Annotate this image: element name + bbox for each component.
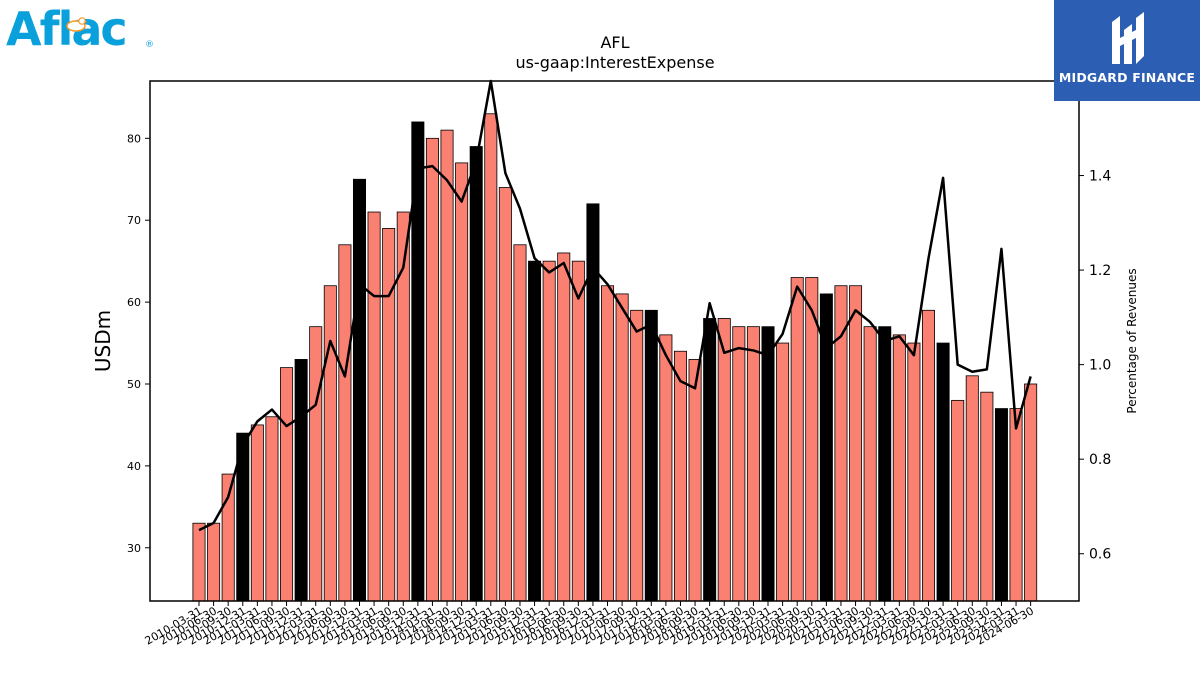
bar-2018-09-30 [688, 359, 702, 602]
y-axis-label: USDm [91, 310, 115, 372]
bar-2010-06-30 [207, 522, 221, 602]
bar-2017-03-31 [601, 285, 615, 602]
bar-2021-06-30 [849, 285, 863, 602]
bar-2015-06-30 [498, 187, 512, 602]
bar-2012-12-31 [352, 178, 366, 602]
midgard-logo-text: MIDGARD FINANCE [1058, 70, 1196, 85]
y-tick-label: 30 [127, 542, 141, 555]
duck-icon [66, 17, 88, 32]
bar-2023-06-30 [965, 375, 979, 602]
bar-2011-06-30 [265, 416, 279, 602]
bar-2015-03-31 [484, 113, 498, 602]
bar-2012-03-31 [309, 326, 323, 602]
bar-2015-12-31 [528, 260, 542, 602]
bar-2010-03-31 [192, 522, 206, 602]
ratio-line-layer [198, 79, 1032, 532]
bar-2016-06-30 [557, 252, 571, 602]
bar-2020-06-30 [790, 277, 804, 602]
bar-2013-03-31 [367, 211, 381, 602]
bars [192, 113, 1038, 602]
aflac-logo: Aflac ® [6, 4, 156, 54]
bar-2018-12-31 [703, 318, 717, 602]
y2-tick-label: 0.8 [1089, 452, 1111, 468]
bar-2014-09-30 [455, 162, 469, 602]
x-axis: 2010-03-312010-06-302010-09-302010-12-31… [143, 601, 1036, 648]
chart-title: AFL [600, 33, 629, 52]
bar-2011-12-31 [294, 359, 308, 602]
bar-2014-12-31 [469, 146, 483, 602]
midgard-finance-logo: MIDGARD FINANCE [1054, 0, 1200, 101]
bar-2020-09-30 [805, 277, 819, 602]
bar-2012-09-30 [338, 244, 352, 602]
y-axis-left: 30 40 50 60 70 80 [127, 132, 150, 555]
bar-2019-06-30 [732, 326, 746, 602]
bar-2020-03-31 [776, 342, 790, 602]
bar-2019-03-31 [717, 318, 731, 602]
bar-2023-03-31 [951, 399, 965, 602]
bar-2022-06-30 [907, 342, 921, 602]
bar-2023-12-31 [994, 408, 1008, 602]
plot-frame [149, 80, 1080, 602]
bar-2016-03-31 [542, 260, 556, 602]
bar-2021-12-31 [878, 326, 892, 602]
bar-2019-09-30 [746, 326, 760, 602]
bar-2022-09-30 [922, 309, 936, 602]
bar-2013-06-30 [382, 227, 396, 602]
midgard-mark-icon [1112, 12, 1144, 64]
y2-tick-label: 1.0 [1089, 358, 1111, 374]
y2-tick-label: 1.4 [1089, 169, 1111, 185]
ratio-line [198, 79, 1032, 532]
bar-2016-12-31 [586, 203, 600, 602]
bar-2018-06-30 [673, 350, 687, 602]
bar-2015-09-30 [513, 244, 527, 602]
registered-mark: ® [145, 40, 154, 50]
bar-2022-12-31 [936, 342, 950, 602]
bar-2019-12-31 [761, 326, 775, 602]
y-tick-label: 60 [127, 296, 141, 309]
y-tick-label: 40 [127, 460, 141, 473]
aflac-logo-text: Aflac [6, 2, 128, 56]
bar-2023-09-30 [980, 391, 994, 602]
bar-2021-03-31 [834, 285, 848, 602]
chart-subtitle: us-gaap:InterestExpense [515, 53, 714, 72]
bar-2012-06-30 [323, 285, 337, 602]
y-tick-label: 70 [127, 214, 141, 227]
y2-tick-label: 1.2 [1089, 263, 1111, 279]
bar-2018-03-31 [659, 334, 673, 602]
y2-axis-label: Percentage of Revenues [1125, 268, 1139, 413]
bar-2011-09-30 [280, 367, 294, 602]
bar-2024-06-30 [1024, 383, 1038, 602]
bar-2014-03-31 [425, 137, 439, 602]
bar-2011-03-31 [250, 424, 264, 602]
bar-2021-09-30 [863, 326, 877, 602]
bar-2017-09-30 [630, 309, 644, 602]
y2-tick-label: 0.6 [1089, 547, 1111, 563]
bar-2022-03-31 [892, 334, 906, 602]
bar-2016-09-30 [571, 260, 585, 602]
bar-2014-06-30 [440, 129, 454, 602]
y-axis-right: 0.6 0.8 1.0 1.2 1.4 [1079, 169, 1111, 563]
bar-2024-03-31 [1009, 408, 1023, 602]
bar-2017-06-30 [615, 293, 629, 602]
y-tick-label: 50 [127, 378, 141, 391]
y-tick-label: 80 [127, 132, 141, 145]
bar-2017-12-31 [644, 309, 658, 602]
